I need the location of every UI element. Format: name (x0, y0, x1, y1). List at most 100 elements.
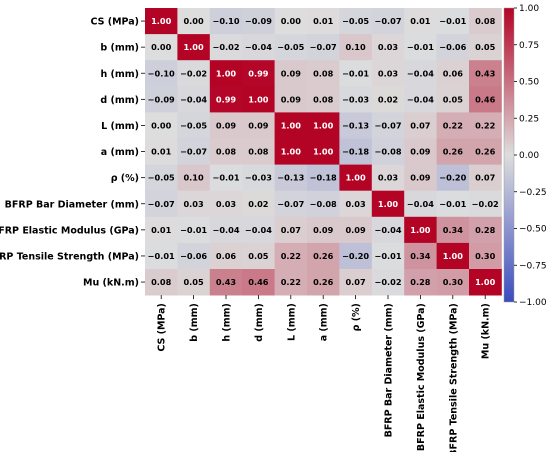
heatmap-cell (469, 86, 502, 113)
heatmap-cell-value: −0.04 (407, 68, 434, 78)
heatmap-cell (339, 112, 373, 139)
heatmap-cell (274, 86, 308, 113)
heatmap-cell (436, 8, 470, 35)
heatmap-cell (274, 8, 308, 35)
heatmap-cell-value: −0.01 (342, 68, 369, 78)
heatmap-cell (404, 60, 437, 87)
heatmap-cell (209, 34, 243, 61)
heatmap-cell (307, 60, 340, 87)
heatmap-row-label: b (mm) (100, 43, 139, 54)
colorbar-tick-label: 0.25 (519, 114, 539, 124)
heatmap-cell-value: 1.00 (281, 120, 302, 130)
heatmap-cell (209, 138, 243, 165)
heatmap-cell-value: 0.99 (248, 68, 269, 78)
heatmap-cell (469, 138, 502, 165)
heatmap-cell (274, 269, 308, 296)
heatmap-cell-value: 0.03 (216, 199, 237, 209)
heatmap-cell-value: −0.13 (277, 173, 304, 183)
heatmap-column-label: ρ (%) (351, 303, 362, 331)
heatmap-cell-value: 0.05 (443, 94, 464, 104)
heatmap-cell-value: −0.03 (245, 173, 272, 183)
heatmap-row-label: BFRP Bar Diameter (mm) (5, 199, 139, 210)
heatmap-row-label: d (mm) (100, 95, 139, 106)
heatmap-cell (145, 8, 178, 35)
heatmap-cell-value: 0.02 (378, 94, 398, 104)
heatmap-column-label: L (mm) (286, 303, 297, 341)
heatmap-cell (469, 242, 502, 270)
heatmap-cell-value: 0.03 (378, 173, 399, 183)
heatmap-cell-value: 0.09 (216, 120, 237, 130)
heatmap-cell-value: −0.04 (407, 94, 434, 104)
heatmap-cell (274, 60, 308, 87)
heatmap-cell-value: −0.09 (148, 94, 175, 104)
heatmap-row-label: BFRP Tensile Strength (MPa) (0, 251, 139, 262)
heatmap-row-labels: CS (MPa) b (mm) h (mm) d (mm) L (mm) a (mm) ρ … (0, 17, 145, 289)
heatmap-cell (371, 60, 405, 87)
heatmap-cell-value: −0.07 (277, 199, 304, 209)
colorbar-tick-label: 0.50 (519, 78, 539, 88)
heatmap-cell (371, 8, 405, 35)
heatmap-column-labels: CS (MPa) b (mm) h (mm) d (mm) L (mm) a (mm) ρ … (157, 295, 492, 452)
heatmap-cell (469, 112, 502, 139)
heatmap-cell (469, 269, 502, 296)
heatmap-cell (371, 34, 405, 61)
heatmap-cell-value: −0.05 (148, 173, 175, 183)
heatmap-cell-value: 0.99 (216, 94, 237, 104)
heatmap-cell (145, 86, 178, 113)
heatmap-cell (145, 34, 178, 61)
colorbar-tick-label: 0.75 (519, 41, 539, 51)
heatmap-cell (177, 269, 211, 296)
heatmap-cell (436, 242, 470, 270)
heatmap-cell-value: 1.00 (475, 277, 496, 287)
heatmap-cell-value: −0.07 (310, 42, 337, 52)
heatmap-cell (339, 34, 373, 61)
heatmap-cell-value: −0.08 (310, 199, 337, 209)
heatmap-cell (145, 164, 178, 192)
heatmap-cell-value: −0.04 (245, 42, 272, 52)
heatmap-cell (274, 34, 308, 61)
heatmap-cell (177, 112, 211, 139)
heatmap-cell (371, 190, 405, 218)
heatmap-cell-value: −0.04 (180, 94, 207, 104)
heatmap-cell (404, 242, 437, 270)
heatmap-cell-value: −0.07 (148, 199, 175, 209)
heatmap-column-label: a (mm) (319, 303, 330, 341)
heatmap-cell (404, 34, 437, 61)
heatmap-cell-value: 0.05 (475, 42, 496, 52)
heatmap-cell-value: −0.06 (439, 42, 466, 52)
heatmap-cell-value: −0.10 (212, 16, 239, 26)
heatmap-cell-value: 0.06 (443, 68, 464, 78)
heatmap-column-label: BFRP Elastic Modulus (GPa) (416, 303, 427, 451)
heatmap-row-label: CS (MPa) (90, 17, 139, 28)
heatmap-cell (404, 190, 437, 218)
heatmap-row-label: h (mm) (100, 69, 139, 80)
heatmap-cell-value: 0.22 (281, 277, 301, 287)
heatmap-cell-value: −0.02 (180, 68, 207, 78)
heatmap-cell (404, 164, 437, 192)
heatmap-cell (436, 138, 470, 165)
heatmap-cell (145, 269, 178, 296)
heatmap-row-label: BFRP Elastic Modulus (GPa) (0, 225, 139, 236)
heatmap-cell (371, 112, 405, 139)
colorbar: 1.00 0.75 0.50 0.25 0.00 −0.25 −0.50 −0.75 −1.00 (503, 4, 547, 308)
heatmap-cell-value: −0.01 (439, 16, 466, 26)
heatmap-cell (404, 112, 437, 139)
heatmap-cell-value: 0.00 (151, 42, 172, 52)
heatmap-cell-value: 0.09 (410, 173, 431, 183)
heatmap-cell (145, 242, 178, 270)
heatmap-cell (209, 216, 243, 244)
heatmap-cell (436, 60, 470, 87)
heatmap-cell-value: 0.01 (151, 225, 172, 235)
heatmap-cell-value: 0.06 (216, 251, 237, 261)
heatmap-cell-value: 0.09 (248, 120, 269, 130)
heatmap-cell-value: 1.00 (151, 16, 172, 26)
heatmap-cell-value: −0.01 (212, 173, 239, 183)
heatmap-cell (177, 86, 211, 113)
heatmap-cell (274, 190, 308, 218)
heatmap-cell (242, 86, 275, 113)
heatmap-cell (242, 190, 275, 218)
heatmap-cell-value: 0.00 (281, 16, 302, 26)
heatmap-cell-values: 1.00 0.00 −0.10 −0.09 0.00 0.01 −0.05 −0.07 0.01… (148, 16, 499, 287)
heatmap-cell-value: 0.26 (475, 147, 496, 157)
heatmap-cell (274, 242, 308, 270)
